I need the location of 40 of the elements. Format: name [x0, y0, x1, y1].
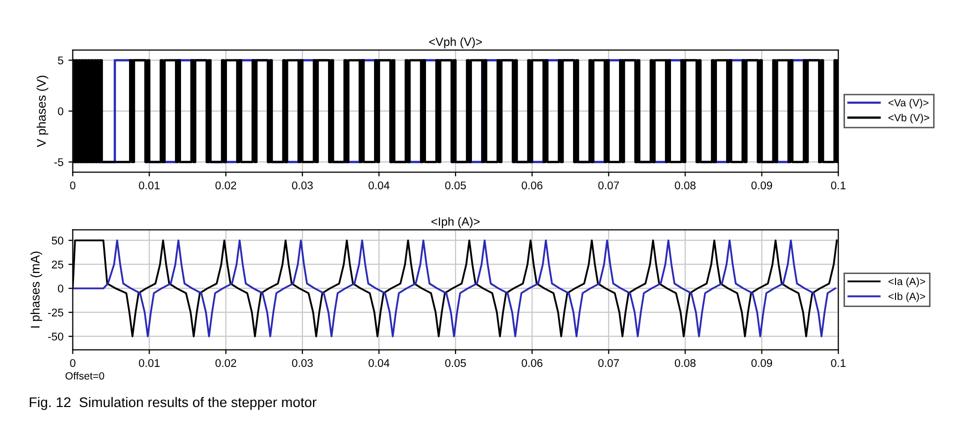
x-tick-label: 0.09 — [751, 359, 772, 367]
legend-label: <Ia (A)> — [888, 277, 926, 288]
y-tick-label: 5 — [58, 56, 64, 64]
y-tick-label: -5 — [54, 158, 64, 166]
x-tick-label: 0.07 — [598, 181, 619, 190]
y-tick-label: 25 — [52, 260, 64, 268]
x-tick-label: 0.05 — [445, 359, 466, 367]
x-tick-label: 0 — [70, 359, 76, 367]
x-tick-label: 0.05 — [445, 181, 466, 190]
x-tick-label: 0.09 — [751, 181, 772, 190]
x-tick-label: 0.06 — [522, 359, 542, 367]
y-tick-label: 50 — [52, 236, 64, 245]
x-tick-label: 0.04 — [368, 359, 390, 367]
x-tick-label: 0.06 — [522, 181, 542, 190]
y-axis-title: V phases (V) — [36, 76, 48, 148]
legend-label: <Vb (V)> — [888, 114, 930, 124]
x-tick-label: 0 — [70, 181, 76, 190]
x-tick-label: 0.07 — [598, 359, 619, 367]
x-tick-label: 0.01 — [138, 359, 160, 367]
y-tick-label: -25 — [48, 308, 64, 316]
y-tick-label: 0 — [58, 284, 64, 292]
x-tick-label: 0.02 — [215, 359, 236, 367]
legend-label: <Ib (A)> — [888, 292, 926, 302]
y-tick-label: 0 — [58, 107, 64, 116]
x-tick-label: 0.02 — [215, 181, 236, 190]
text: Offset=0 — [66, 372, 104, 380]
x-tick-label: 0.03 — [292, 181, 313, 190]
x-tick-label: 0.03 — [292, 359, 313, 367]
x-tick-label: 0.04 — [368, 181, 390, 190]
y-tick-label: -50 — [48, 332, 64, 340]
x-tick-label: 0.1 — [831, 181, 846, 190]
legend-label: <Va (V)> — [888, 98, 928, 108]
caption: Fig. 12 Simulation results of the stepper motor — [30, 396, 316, 410]
x-tick-label: 0.1 — [831, 359, 846, 367]
x-tick-label: 0.08 — [674, 181, 696, 190]
chart-title: <Iph (A)> — [432, 217, 480, 228]
x-tick-label: 0.08 — [674, 359, 696, 367]
x-tick-label: 0.01 — [138, 181, 160, 190]
y-axis-title: I phases (mA) — [30, 252, 42, 328]
chart-title: <Vph (V)> — [429, 37, 482, 48]
